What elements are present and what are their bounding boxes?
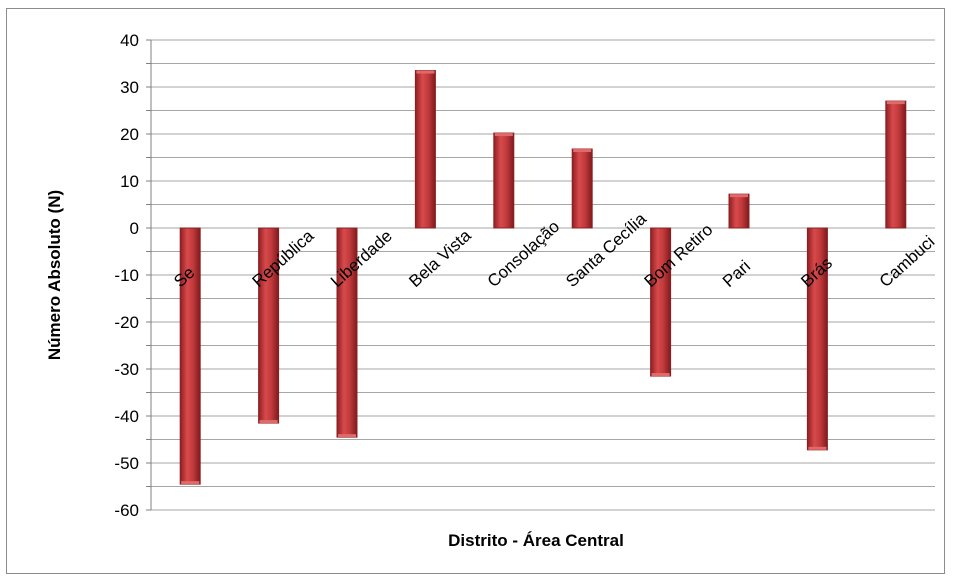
y-tick-label: -50: [114, 454, 139, 473]
y-tick-label: 40: [120, 31, 139, 50]
bar-cap: [416, 70, 435, 74]
y-axis-title: Número Absoluto (N): [45, 190, 64, 360]
y-tick-label: 30: [120, 78, 139, 97]
bar-cap: [808, 446, 827, 450]
bar-cap: [886, 101, 905, 105]
bar-cap: [730, 194, 748, 198]
bar-cap: [573, 149, 592, 153]
x-axis-title: Distrito - Área Central: [448, 531, 624, 550]
y-tick-label: -10: [114, 266, 139, 285]
y-tick-label: 0: [130, 219, 139, 238]
bar: [493, 132, 515, 229]
bar: [414, 70, 436, 229]
bar: [571, 148, 593, 229]
bar-cap: [651, 373, 670, 377]
bar-cap: [181, 481, 200, 485]
bar: [728, 193, 750, 229]
category-label: Cambuci: [876, 232, 939, 291]
y-tick-label: 10: [120, 172, 139, 191]
bar: [650, 227, 672, 377]
category-label: Pari: [719, 257, 754, 291]
bar-cap: [259, 420, 278, 424]
y-tick-label: -30: [114, 360, 139, 379]
category-label: Bela Vista: [405, 225, 475, 290]
y-tick-label: -20: [114, 313, 139, 332]
y-tick-label: -60: [114, 501, 139, 520]
bar-cap: [494, 133, 513, 137]
gridlines: [146, 39, 935, 511]
bar-cap: [338, 434, 356, 438]
bar: [885, 100, 907, 229]
y-tick-label: -40: [114, 407, 139, 426]
y-tick-labels: 40 30 20 10 0 -10 -20 -30 -40 -50 -60: [114, 31, 139, 520]
y-tick-label: 20: [120, 125, 139, 144]
chart-frame: 40 30 20 10 0 -10 -20 -30 -40 -50 -60 Se República L…: [6, 8, 945, 574]
bars: [179, 70, 907, 485]
